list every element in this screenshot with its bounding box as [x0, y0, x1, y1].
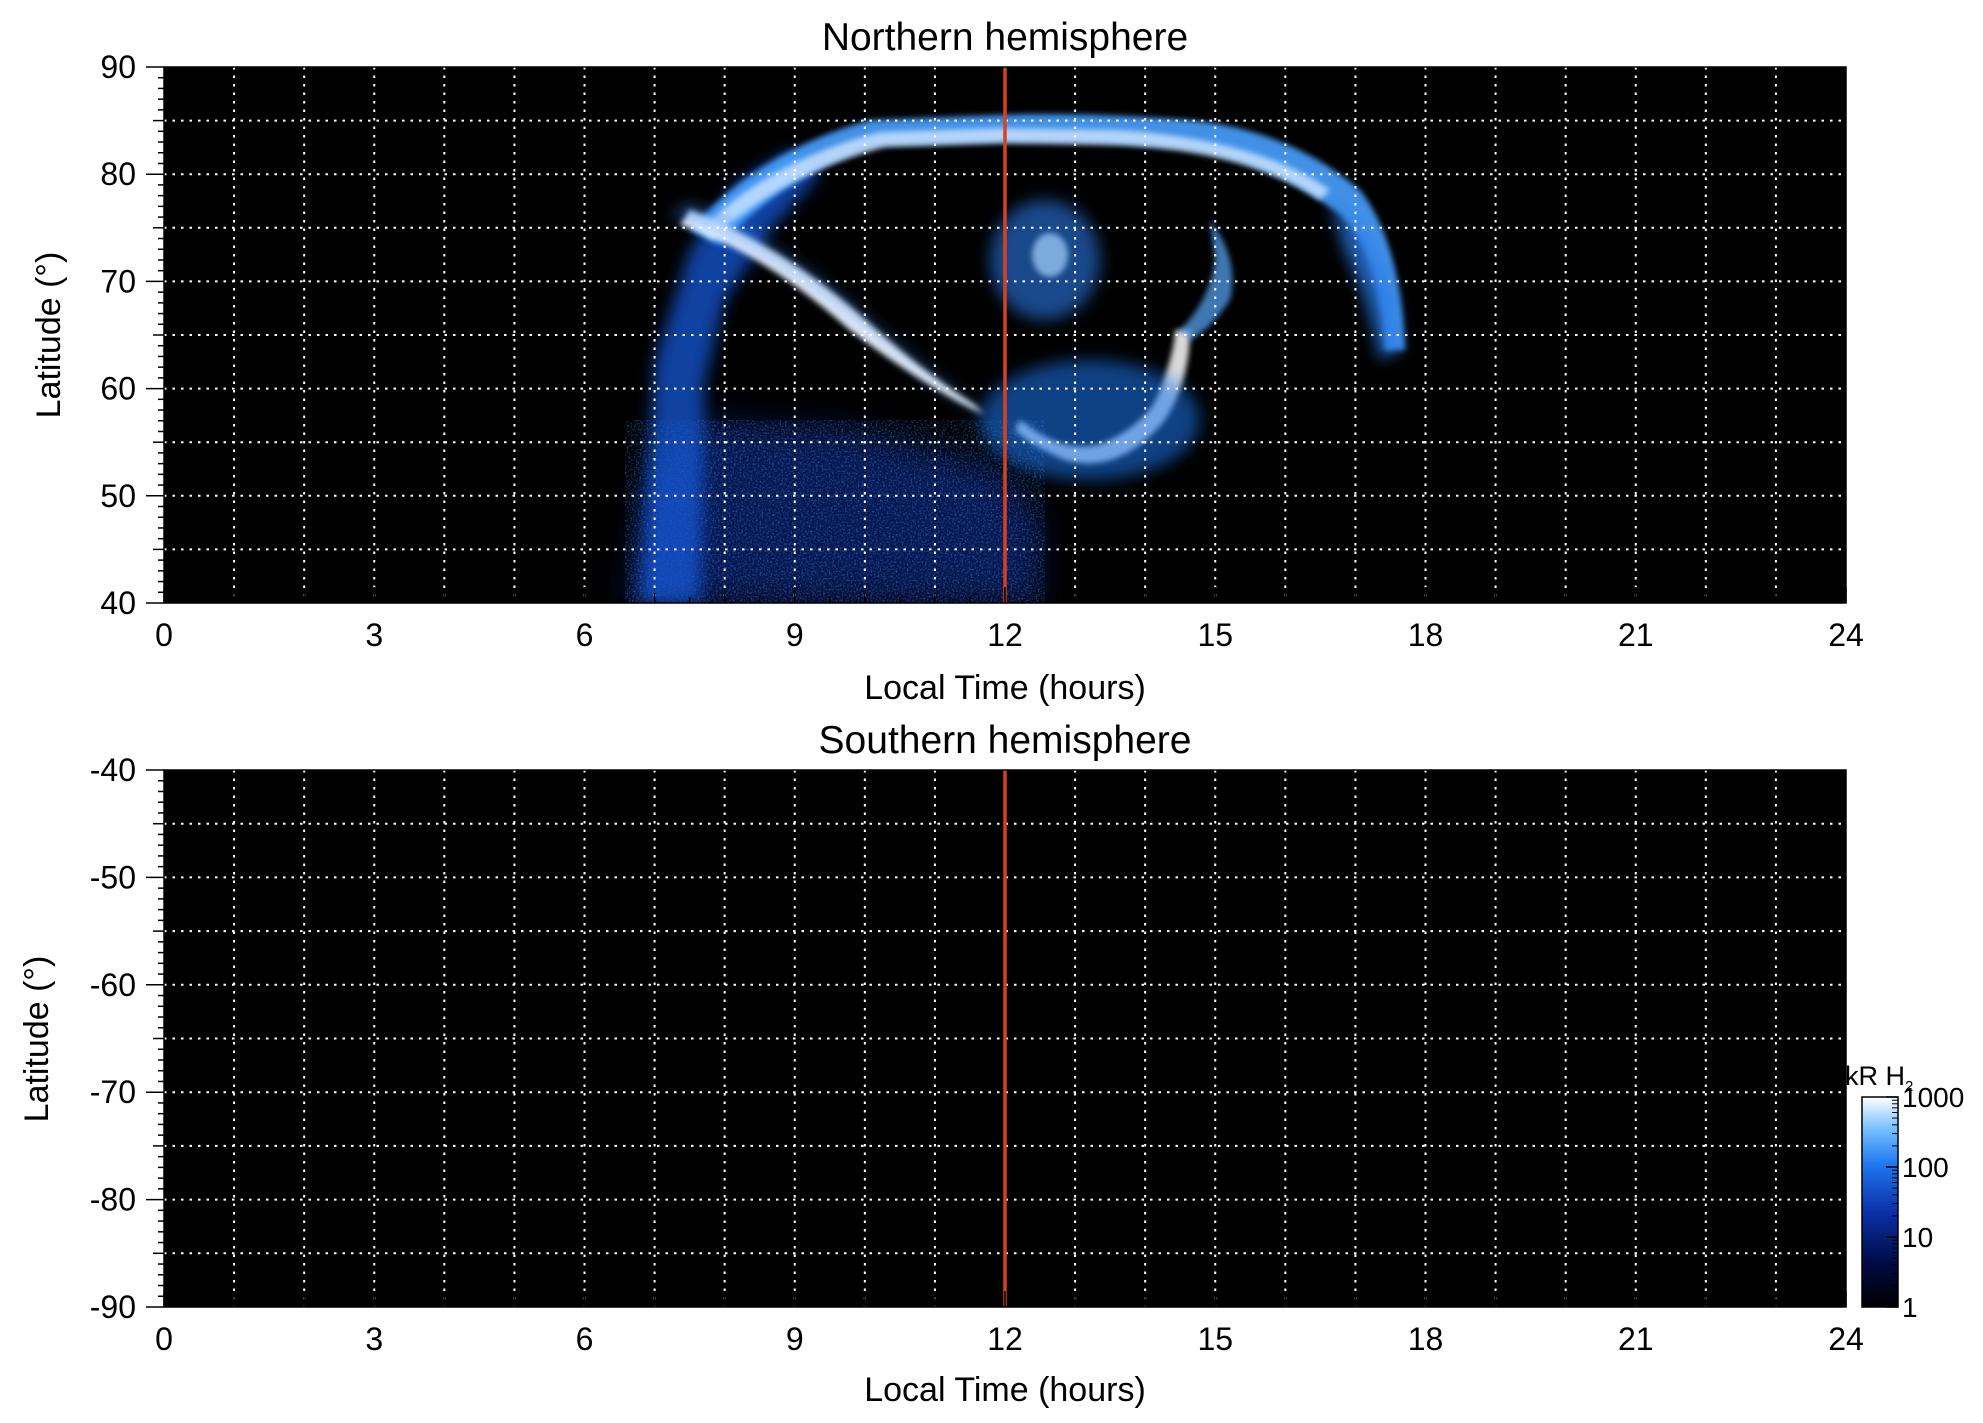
y-tick-label: -60 [90, 967, 136, 1003]
x-tick-label: 0 [155, 617, 173, 653]
x-tick-label: 9 [786, 1321, 804, 1357]
y-tick-label: 80 [100, 156, 136, 192]
y-tick-label: 40 [100, 585, 136, 621]
y-tick-label: 90 [100, 49, 136, 85]
x-tick-label: 6 [576, 617, 594, 653]
southern-x-ticks: 0 3 6 9 12 15 18 21 24 [155, 1291, 1864, 1357]
y-tick-label: 70 [100, 263, 136, 299]
northern-y-ticks: 40 50 60 70 80 90 [100, 49, 164, 621]
x-tick-label: 21 [1618, 617, 1654, 653]
x-tick-label: 21 [1618, 1321, 1654, 1357]
colorbar-tick-label: 100 [1902, 1152, 1949, 1183]
y-tick-label: -80 [90, 1182, 136, 1218]
x-tick-label: 12 [987, 617, 1023, 653]
dawn-arc-halo [670, 205, 990, 420]
x-tick-label: 3 [365, 617, 383, 653]
y-tick-label: -70 [90, 1074, 136, 1110]
dusk-flank [1330, 200, 1400, 360]
colorbar-tick-label: 10 [1902, 1222, 1933, 1253]
dawn-arc [680, 210, 985, 415]
y-tick-label: 60 [100, 371, 136, 407]
southern-y-ticks: -40 -50 -60 -70 -80 -90 [90, 752, 164, 1325]
northern-panel-title: Northern hemisphere [822, 16, 1188, 59]
x-tick-label: 15 [1197, 617, 1233, 653]
colorbar-tick-label: 1000 [1902, 1082, 1964, 1113]
colorbar-label-subscript: 2 [1905, 1078, 1913, 1095]
y-tick-label: -90 [90, 1289, 136, 1325]
northern-panel: Northern hemisphere 0 3 6 9 12 [30, 16, 1864, 707]
colorbar-tick-label: 1 [1902, 1292, 1918, 1323]
x-tick-label: 18 [1408, 617, 1444, 653]
x-tick-label: 3 [365, 1321, 383, 1357]
southern-y-axis-label: Latitude (°) [18, 956, 56, 1123]
x-tick-label: 24 [1828, 617, 1864, 653]
northern-x-ticks: 0 3 6 9 12 15 18 21 24 [155, 587, 1864, 653]
x-tick-label: 24 [1828, 1321, 1864, 1357]
southern-panel: Southern hemisphere 0 3 6 9 12 15 18 21 24 -40 -5… [18, 719, 1864, 1409]
colorbar-gradient [1861, 1096, 1899, 1308]
colorbar-label-main: kR H [1845, 1061, 1905, 1091]
colorbar-label: kR H2 [1845, 1061, 1913, 1095]
x-tick-label: 12 [987, 1321, 1023, 1357]
noon-spot-halo [980, 360, 1200, 480]
y-tick-label: -50 [90, 859, 136, 895]
x-tick-label: 15 [1197, 1321, 1233, 1357]
southern-x-axis-label: Local Time (hours) [864, 1371, 1146, 1409]
x-tick-label: 0 [155, 1321, 173, 1357]
y-tick-label: -40 [90, 752, 136, 788]
y-tick-label: 50 [100, 478, 136, 514]
colorbar-ticks: 1000 100 10 1 [1886, 1082, 1964, 1323]
colorbar: kR H2 1000 100 10 1 [1845, 1061, 1964, 1323]
x-tick-label: 9 [786, 617, 804, 653]
southern-panel-title: Southern hemisphere [819, 719, 1192, 762]
dawn-flank [640, 150, 820, 603]
cusp-core [1032, 233, 1068, 277]
northern-y-axis-label: Latitude (°) [30, 252, 68, 419]
x-tick-label: 6 [576, 1321, 594, 1357]
dusk-arc [1180, 220, 1233, 340]
northern-x-axis-label: Local Time (hours) [864, 669, 1146, 707]
x-tick-label: 18 [1408, 1321, 1444, 1357]
